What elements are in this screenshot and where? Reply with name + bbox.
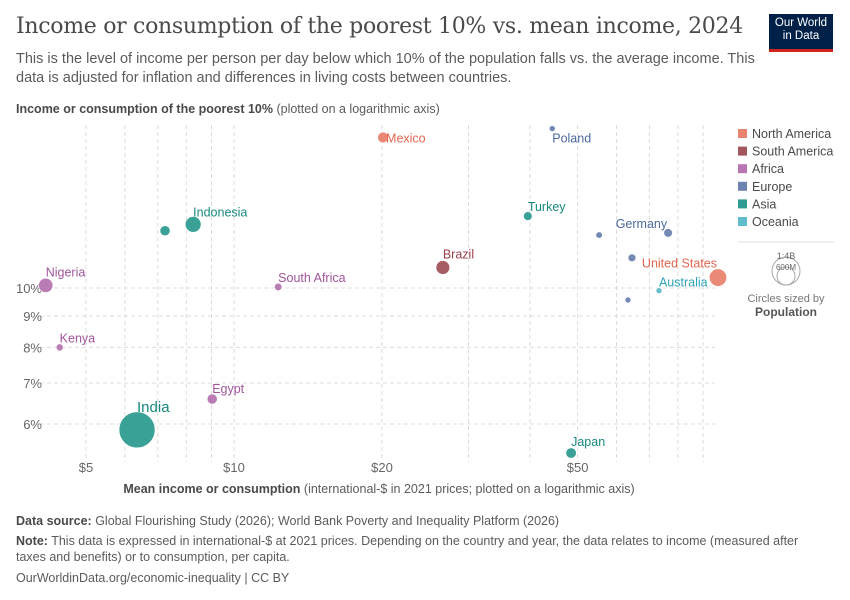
chart-subtitle: This is the level of income per person p…	[16, 51, 755, 86]
data-point-poland	[548, 125, 556, 132]
source-url[interactable]: OurWorldinData.org/economic-inequality |…	[16, 571, 290, 585]
point-label: United States	[642, 257, 717, 271]
point-label: Mexico	[386, 132, 426, 146]
legend-swatch-africa	[738, 164, 747, 174]
data-point-unlabeled	[159, 225, 171, 237]
note: Note: This data is expressed in internat…	[16, 533, 826, 565]
point-label: India	[137, 399, 170, 416]
data-source: Data source: Global Flourishing Study (2…	[16, 513, 559, 529]
point-label: Egypt	[212, 382, 244, 396]
source-label: Data source:	[16, 514, 92, 528]
legend-swatch-north-america	[738, 129, 747, 138]
size-legend-large-label: 1:4B	[777, 251, 796, 261]
data-point-unlabeled	[595, 231, 603, 239]
size-legend-small-circle	[776, 266, 796, 286]
data-point-turkey	[523, 211, 533, 221]
legend-swatch-oceania	[738, 217, 747, 226]
legend-swatch-south-america	[738, 146, 747, 156]
data-point-india	[118, 411, 156, 449]
x-tick-label: $5	[79, 460, 93, 475]
y-tick-label: 8%	[23, 340, 42, 355]
point-label: Japan	[571, 435, 605, 449]
data-point-nigeria	[38, 277, 54, 293]
x-axis-label: Mean income or consumption (internationa…	[123, 482, 634, 496]
note-label: Note:	[16, 534, 48, 548]
size-legend-caption: Circles sized by	[747, 293, 825, 305]
point-label: Turkey	[528, 200, 566, 214]
data-point-south-africa	[274, 282, 283, 292]
data-point-united-states	[708, 268, 727, 287]
y-tick-label: 6%	[23, 417, 42, 432]
y-tick-label: 9%	[23, 309, 42, 324]
x-tick-label: $50	[567, 460, 589, 475]
point-label: Indonesia	[193, 205, 247, 219]
size-legend-small-label: 600M	[776, 263, 796, 272]
chart-title: Income or consumption of the poorest 10%…	[16, 14, 743, 39]
legend-label: North America	[752, 127, 831, 141]
data-point-unlabeled	[627, 253, 637, 263]
legend-swatch-europe	[738, 181, 747, 191]
data-point-brazil	[435, 260, 451, 275]
point-label: Australia	[659, 276, 708, 290]
data-point-unlabeled	[624, 296, 632, 304]
point-label: Kenya	[60, 331, 95, 345]
data-point-mexico	[377, 131, 389, 144]
source-text: Global Flourishing Study (2026); World B…	[91, 514, 560, 528]
y-tick-label: 10%	[16, 281, 42, 296]
y-tick-label: 7%	[23, 376, 42, 391]
legend-label: South America	[752, 145, 833, 159]
data-point-germany	[663, 228, 673, 238]
x-tick-label: $20	[371, 460, 393, 475]
legend-swatch-asia	[738, 199, 747, 209]
point-label: Brazil	[443, 248, 474, 262]
x-tick-label: $10	[223, 460, 245, 475]
legend-label: Europe	[752, 180, 792, 194]
legend-label: Asia	[752, 197, 776, 211]
point-label: Nigeria	[46, 265, 86, 279]
legend-label: Oceania	[752, 215, 799, 229]
owid-logo[interactable]: Our World in Data	[769, 14, 833, 52]
point-label: Germany	[616, 217, 668, 231]
point-label: Poland	[552, 132, 591, 146]
data-point-indonesia	[184, 216, 202, 233]
data-point-egypt	[206, 393, 218, 405]
size-legend-variable: Population	[755, 305, 817, 319]
point-label: South Africa	[278, 271, 345, 285]
data-point-japan	[565, 447, 577, 459]
data-point-australia	[655, 287, 663, 294]
legend-label: Africa	[752, 162, 784, 176]
note-text: This data is expressed in international-…	[16, 534, 799, 564]
y-axis-label: Income or consumption of the poorest 10%…	[16, 102, 440, 116]
data-point-kenya	[55, 343, 64, 352]
